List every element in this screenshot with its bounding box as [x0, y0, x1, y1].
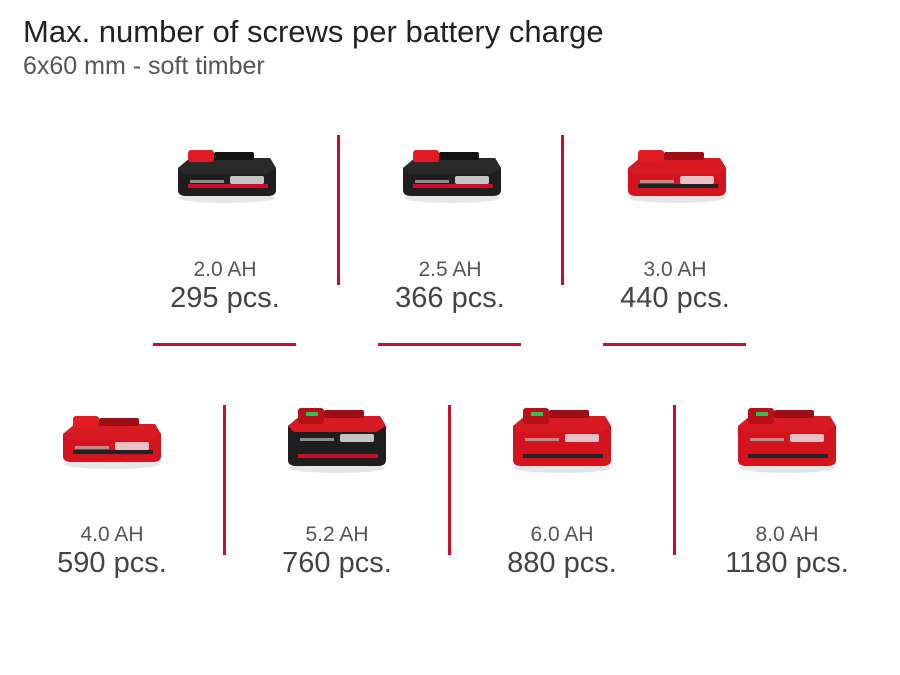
battery-item: 2.5 AH 366 pcs.	[350, 132, 550, 314]
divider	[337, 135, 340, 285]
battery-image	[512, 408, 611, 473]
screw-count: 590 pcs.	[57, 547, 167, 579]
battery-item: 6.0 AH 880 pcs.	[462, 398, 662, 579]
battery-image	[628, 150, 726, 203]
screw-count: 440 pcs.	[620, 282, 730, 314]
battery-image	[62, 416, 161, 469]
divider	[223, 405, 226, 555]
battery-image	[403, 150, 501, 203]
battery-capacity: 5.2 AH	[305, 523, 369, 546]
battery-item: 5.2 AH 760 pcs.	[237, 398, 437, 579]
divider	[561, 135, 564, 285]
page-subtitle: 6x60 mm - soft timber	[23, 52, 265, 80]
battery-capacity: 6.0 AH	[530, 523, 594, 546]
battery-item: 2.0 AH 295 pcs.	[125, 132, 325, 314]
screw-count: 366 pcs.	[395, 282, 505, 314]
page-title: Max. number of screws per battery charge	[23, 14, 604, 49]
battery-image	[178, 150, 276, 203]
screw-count: 760 pcs.	[282, 547, 392, 579]
divider	[673, 405, 676, 555]
battery-item: 4.0 AH 590 pcs.	[12, 398, 212, 579]
screw-count: 1180 pcs.	[725, 547, 849, 579]
divider	[448, 405, 451, 555]
screw-count: 880 pcs.	[507, 547, 617, 579]
battery-image	[287, 408, 386, 473]
battery-image	[737, 408, 836, 473]
battery-capacity: 2.5 AH	[418, 258, 482, 281]
divider	[153, 343, 296, 346]
battery-item: 3.0 AH 440 pcs.	[575, 132, 775, 314]
divider	[603, 343, 746, 346]
battery-capacity: 3.0 AH	[643, 258, 707, 281]
battery-item: 8.0 AH 1180 pcs.	[687, 398, 887, 579]
battery-capacity: 4.0 AH	[80, 523, 144, 546]
battery-capacity: 2.0 AH	[193, 258, 257, 281]
screw-count: 295 pcs.	[170, 282, 280, 314]
divider	[378, 343, 521, 346]
battery-capacity: 8.0 AH	[755, 523, 819, 546]
